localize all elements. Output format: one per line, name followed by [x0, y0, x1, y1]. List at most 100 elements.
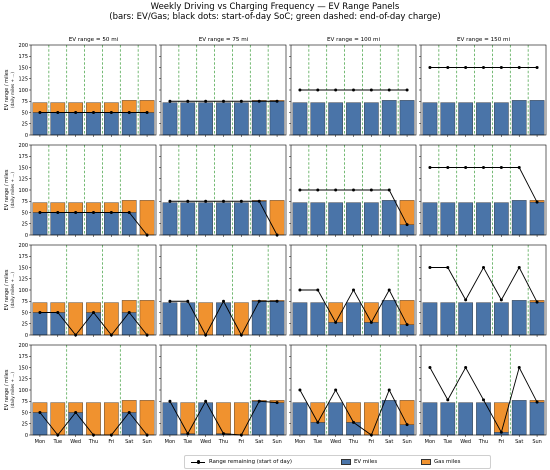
range-dot [517, 166, 521, 169]
y-tick-label: 50 [22, 210, 28, 216]
ev-bar [50, 312, 66, 336]
legend-label-ev: EV miles [354, 459, 378, 465]
ev-bar [422, 202, 438, 236]
gas-bar [139, 400, 155, 436]
gas-bar [121, 200, 137, 213]
gas-bar [399, 200, 415, 225]
range-dot [127, 211, 131, 214]
range-dot [298, 388, 302, 392]
x-tick-label: Mon [295, 439, 306, 445]
gas-bar [234, 302, 249, 336]
ev-bar [121, 412, 137, 436]
y-tick-label: 175 [18, 154, 28, 160]
range-dot [257, 199, 261, 203]
ev-bar [328, 202, 343, 236]
y-tick-label: 125 [18, 277, 28, 283]
range-dot [145, 111, 149, 114]
y-tick-label: 100 [18, 88, 28, 94]
ev-bar [50, 212, 66, 236]
ev-bar [216, 102, 231, 136]
range-dot [464, 66, 468, 69]
range-dot [464, 366, 468, 369]
ev-bar [216, 302, 231, 336]
ev-bar [292, 102, 308, 136]
ev-bar [32, 312, 48, 336]
ev-bar [494, 102, 509, 136]
ev-bar [346, 102, 361, 136]
range-dot [352, 88, 355, 92]
ev-bar [364, 202, 379, 236]
range-dot-swatch [196, 460, 200, 464]
range-dot [298, 88, 302, 92]
range-dot [464, 166, 468, 169]
ev-bar [292, 302, 308, 336]
gas-bar [494, 402, 509, 433]
x-tick-label: Fri [368, 439, 374, 445]
ev-bar [198, 102, 213, 136]
x-tick-label: Sun [272, 439, 282, 445]
gas-bar [180, 402, 196, 434]
gas-bar [269, 200, 285, 236]
y-tick-label: 200 [18, 243, 28, 249]
y-axis-sublabel: (daily miles + ...) [10, 372, 15, 408]
ev-bar [529, 201, 545, 236]
range-dot [387, 188, 391, 192]
y-tick-label: 175 [18, 254, 28, 260]
range-dot [298, 188, 302, 192]
ev-bar [86, 212, 101, 236]
range-dot [428, 366, 432, 369]
range-dot [92, 211, 95, 214]
ev-bar [440, 202, 456, 236]
y-tick-label: 0 [25, 333, 28, 339]
column-title: EV range = 150 mi [457, 37, 511, 43]
ev-bar [251, 401, 267, 436]
ev-bar [476, 302, 491, 336]
x-tick-label: Mon [165, 439, 176, 445]
range-dot [369, 88, 373, 92]
y-axis-label: EV range / miles [4, 269, 10, 310]
ev-bar [511, 200, 527, 236]
gas-bar [104, 302, 119, 336]
ev-bar [381, 100, 397, 136]
ev-bar [269, 101, 285, 136]
gas-bar [198, 302, 213, 336]
y-tick-label: 75 [22, 399, 28, 405]
range-dot [109, 111, 113, 114]
x-tick-label: Thu [478, 439, 488, 445]
range-dot [316, 88, 320, 92]
y-tick-label: 200 [18, 343, 28, 349]
ev-bar [328, 102, 343, 136]
ev-bar [86, 112, 101, 136]
ev-bar [399, 224, 415, 236]
range-dot [446, 398, 450, 402]
ev-bar [458, 102, 473, 136]
range-dot [446, 166, 450, 169]
gas-bar [399, 300, 415, 325]
legend-label-range: Range remaining (start of day) [209, 459, 293, 465]
ev-bar [458, 402, 473, 436]
range-dot [204, 399, 208, 403]
x-tick-label: Fri [498, 439, 504, 445]
range-dot [56, 311, 60, 314]
ev-bar [32, 112, 48, 136]
y-tick-label: 125 [18, 377, 28, 383]
y-tick-label: 75 [22, 199, 28, 205]
ev-bar [292, 202, 308, 236]
y-tick-label: 25 [22, 322, 28, 328]
range-dot [239, 199, 243, 203]
range-dot [334, 88, 338, 92]
ev-bar [310, 302, 326, 336]
y-tick-label: 100 [18, 388, 28, 394]
x-tick-label: Sat [125, 439, 133, 445]
range-dot [38, 111, 42, 114]
x-tick-label: Wed [460, 439, 471, 445]
ev-bar [180, 102, 196, 136]
range-dot [405, 423, 409, 427]
ev-bar [139, 112, 155, 136]
x-tick-label: Sat [515, 439, 523, 445]
range-dot [186, 432, 190, 436]
ev-bar [162, 202, 178, 236]
ev-bar [251, 301, 267, 336]
range-dot [334, 320, 338, 324]
